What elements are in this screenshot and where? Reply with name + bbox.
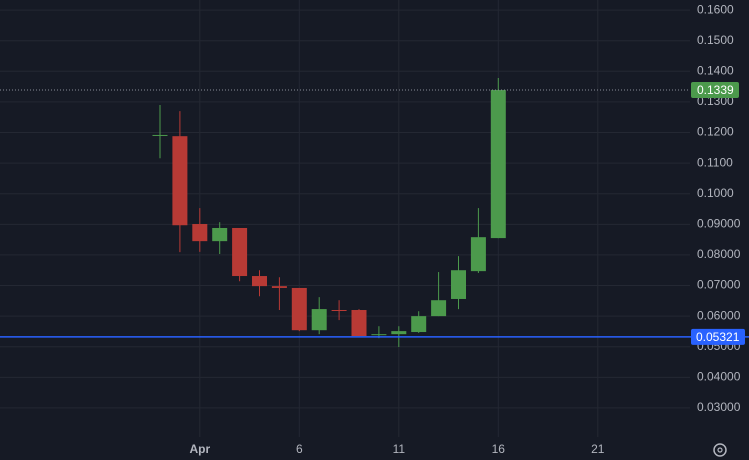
- last-price-label: 0.1339: [697, 83, 734, 97]
- y-tick-label: 0.1600: [697, 2, 734, 16]
- candle-body: [331, 310, 347, 312]
- candle-body: [232, 227, 248, 277]
- candle-body: [192, 224, 208, 242]
- y-tick-label: 0.1100: [697, 155, 733, 169]
- candle-body: [391, 331, 407, 335]
- candle-body: [172, 136, 188, 226]
- y-tick-label: 0.1500: [697, 33, 734, 47]
- y-tick-label: 0.1400: [697, 63, 734, 77]
- hline-label: 0.05321: [696, 330, 740, 344]
- y-tick-label: 0.06000: [697, 308, 741, 322]
- gear-icon: [713, 443, 727, 457]
- x-tick-label: 21: [591, 442, 605, 456]
- candle-body: [271, 286, 287, 288]
- y-tick-label: 0.09000: [697, 216, 741, 230]
- y-tick-label: 0.1000: [697, 186, 734, 200]
- candle-body: [351, 310, 367, 337]
- candle-body: [291, 287, 307, 331]
- settings-button[interactable]: [713, 443, 727, 457]
- candle-body: [470, 237, 486, 272]
- x-tick-label: 11: [393, 442, 406, 456]
- y-tick-label: 0.07000: [697, 278, 741, 292]
- y-tick-label: 0.04000: [697, 369, 741, 383]
- y-tick-label: 0.1200: [697, 125, 734, 139]
- gear-center: [717, 447, 723, 453]
- candle-body: [451, 270, 466, 299]
- candle-body: [152, 134, 168, 136]
- candle-body: [490, 89, 506, 239]
- candle-body: [212, 227, 228, 242]
- x-tick-label: Apr: [189, 442, 210, 456]
- candle-body: [431, 300, 447, 317]
- y-tick-label: 0.08000: [697, 247, 741, 261]
- candle-body: [252, 276, 267, 287]
- y-tick-label: 0.03000: [697, 400, 741, 414]
- axes: 0.030000.040000.050000.060000.070000.080…: [189, 2, 745, 456]
- plot: [0, 78, 749, 348]
- x-tick-label: 16: [492, 442, 506, 456]
- x-tick-label: 6: [296, 442, 303, 456]
- candle-body: [371, 334, 387, 336]
- hline-label-box: [691, 328, 745, 345]
- last-price-box: [691, 81, 739, 98]
- candle-body: [311, 309, 327, 331]
- candle-body: [411, 316, 427, 333]
